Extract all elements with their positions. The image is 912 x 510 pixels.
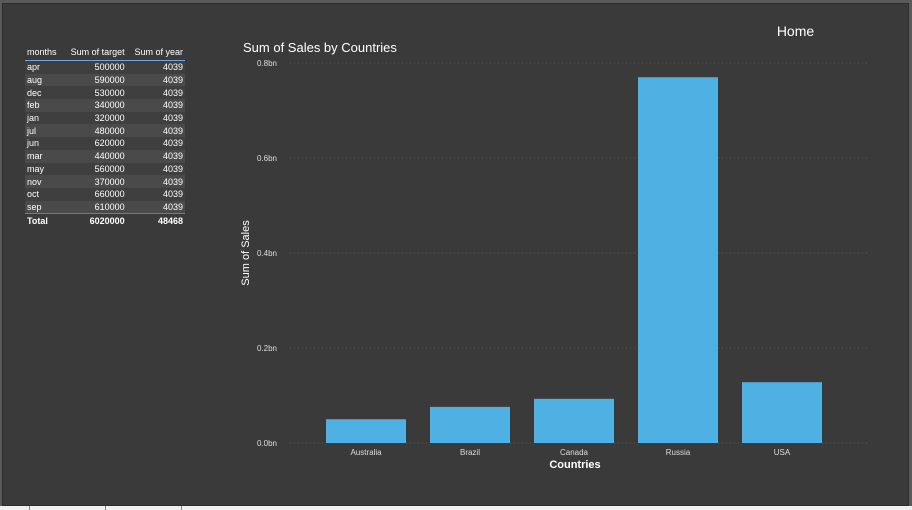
cell-sum-of-year: 4039 xyxy=(126,162,185,176)
y-tick-label: 0.4bn xyxy=(257,249,277,258)
x-tick-label: Russia xyxy=(666,448,691,457)
cell-month: dec xyxy=(25,86,63,100)
page-tabs-strip xyxy=(0,506,912,510)
table-row[interactable]: jan 320000 4039 xyxy=(25,111,185,125)
bar-australia[interactable] xyxy=(326,419,406,443)
table-header-row: months Sum of target Sum of year xyxy=(25,44,185,61)
cell-sum-of-target: 340000 xyxy=(62,99,127,112)
cell-sum-of-target: 480000 xyxy=(62,124,127,138)
cell-sum-of-year: 4039 xyxy=(126,86,185,100)
cell-sum-of-year: 4039 xyxy=(126,175,185,188)
bar-canada[interactable] xyxy=(534,398,614,443)
column-header-months[interactable]: months xyxy=(25,44,63,61)
y-tick-label: 0.8bn xyxy=(257,59,277,68)
column-header-sum-of-year[interactable]: Sum of year xyxy=(126,44,185,61)
matrix-table: months Sum of target Sum of year apr 5000… xyxy=(25,44,185,227)
cell-sum-of-year: 4039 xyxy=(126,73,185,87)
cell-sum-of-target: 620000 xyxy=(62,137,127,150)
table-row[interactable]: feb 340000 4039 xyxy=(25,99,185,112)
tab-separator xyxy=(181,506,182,510)
home-button[interactable]: Home xyxy=(776,23,815,39)
table-row[interactable]: aug 590000 4039 xyxy=(25,73,185,87)
tab-separator xyxy=(105,506,106,510)
bar-usa[interactable] xyxy=(742,382,822,443)
cell-sum-of-target: 500000 xyxy=(62,60,127,74)
cell-sum-of-year: 4039 xyxy=(126,149,185,163)
cell-sum-of-year: 4039 xyxy=(126,111,185,125)
cell-month: jun xyxy=(25,137,63,150)
column-header-sum-of-target[interactable]: Sum of target xyxy=(62,44,127,61)
cell-sum-of-year: 4039 xyxy=(126,187,185,201)
cell-month: feb xyxy=(25,99,63,112)
table-row[interactable]: nov 370000 4039 xyxy=(25,175,185,188)
table-row[interactable]: dec 530000 4039 xyxy=(25,86,185,100)
y-axis-title: Sum of Sales xyxy=(240,220,252,286)
cell-month: nov xyxy=(25,175,63,188)
table-total-row: Total 6020000 48468 xyxy=(25,213,185,227)
bar-chart[interactable]: 0.0bn 0.2bn 0.4bn 0.6bn 0.8bn Australia Brazi… xyxy=(230,55,870,475)
tab-separator xyxy=(29,506,30,510)
x-tick-label: Brazil xyxy=(460,448,480,457)
cell-month: aug xyxy=(25,73,63,87)
chart-title: Sum of Sales by Countries xyxy=(243,40,397,55)
cell-sum-of-year: 4039 xyxy=(126,137,185,150)
table-row[interactable]: apr 500000 4039 xyxy=(25,60,185,74)
bar-russia[interactable] xyxy=(638,77,718,443)
cell-month: apr xyxy=(25,60,63,74)
cell-month: may xyxy=(25,162,63,176)
total-label: Total xyxy=(25,213,63,227)
total-sum-of-target: 6020000 xyxy=(62,213,127,227)
cell-sum-of-target: 660000 xyxy=(62,187,127,201)
cell-sum-of-target: 610000 xyxy=(62,200,127,214)
y-tick-label: 0.6bn xyxy=(257,154,277,163)
table-row[interactable]: jun 620000 4039 xyxy=(25,137,185,150)
cell-month: jan xyxy=(25,111,63,125)
cell-month: mar xyxy=(25,149,63,163)
matrix-table-visual[interactable]: months Sum of target Sum of year apr 5000… xyxy=(25,44,185,227)
x-axis-title: Countries xyxy=(549,459,600,471)
cell-sum-of-target: 530000 xyxy=(62,86,127,100)
cell-sum-of-target: 440000 xyxy=(62,149,127,163)
cell-sum-of-target: 320000 xyxy=(62,111,127,125)
x-tick-label: Canada xyxy=(560,448,589,457)
table-row[interactable]: jul 480000 4039 xyxy=(25,124,185,138)
y-tick-label: 0.0bn xyxy=(257,439,277,448)
cell-sum-of-year: 4039 xyxy=(126,99,185,112)
cell-sum-of-target: 590000 xyxy=(62,73,127,87)
y-tick-label: 0.2bn xyxy=(257,344,277,353)
cell-sum-of-year: 4039 xyxy=(126,124,185,138)
table-row[interactable]: mar 440000 4039 xyxy=(25,149,185,163)
bar-brazil[interactable] xyxy=(430,406,510,443)
cell-month: sep xyxy=(25,200,63,214)
cell-month: jul xyxy=(25,124,63,138)
cell-sum-of-target: 560000 xyxy=(62,162,127,176)
cell-sum-of-year: 4039 xyxy=(126,200,185,214)
table-row[interactable]: oct 660000 4039 xyxy=(25,187,185,201)
table-row[interactable]: sep 610000 4039 xyxy=(25,200,185,214)
cell-sum-of-year: 4039 xyxy=(126,60,185,74)
total-sum-of-year: 48468 xyxy=(126,213,185,227)
table-row[interactable]: may 560000 4039 xyxy=(25,162,185,176)
cell-sum-of-target: 370000 xyxy=(62,175,127,188)
cell-month: oct xyxy=(25,187,63,201)
x-tick-label: USA xyxy=(774,448,791,457)
x-tick-label: Australia xyxy=(350,448,382,457)
